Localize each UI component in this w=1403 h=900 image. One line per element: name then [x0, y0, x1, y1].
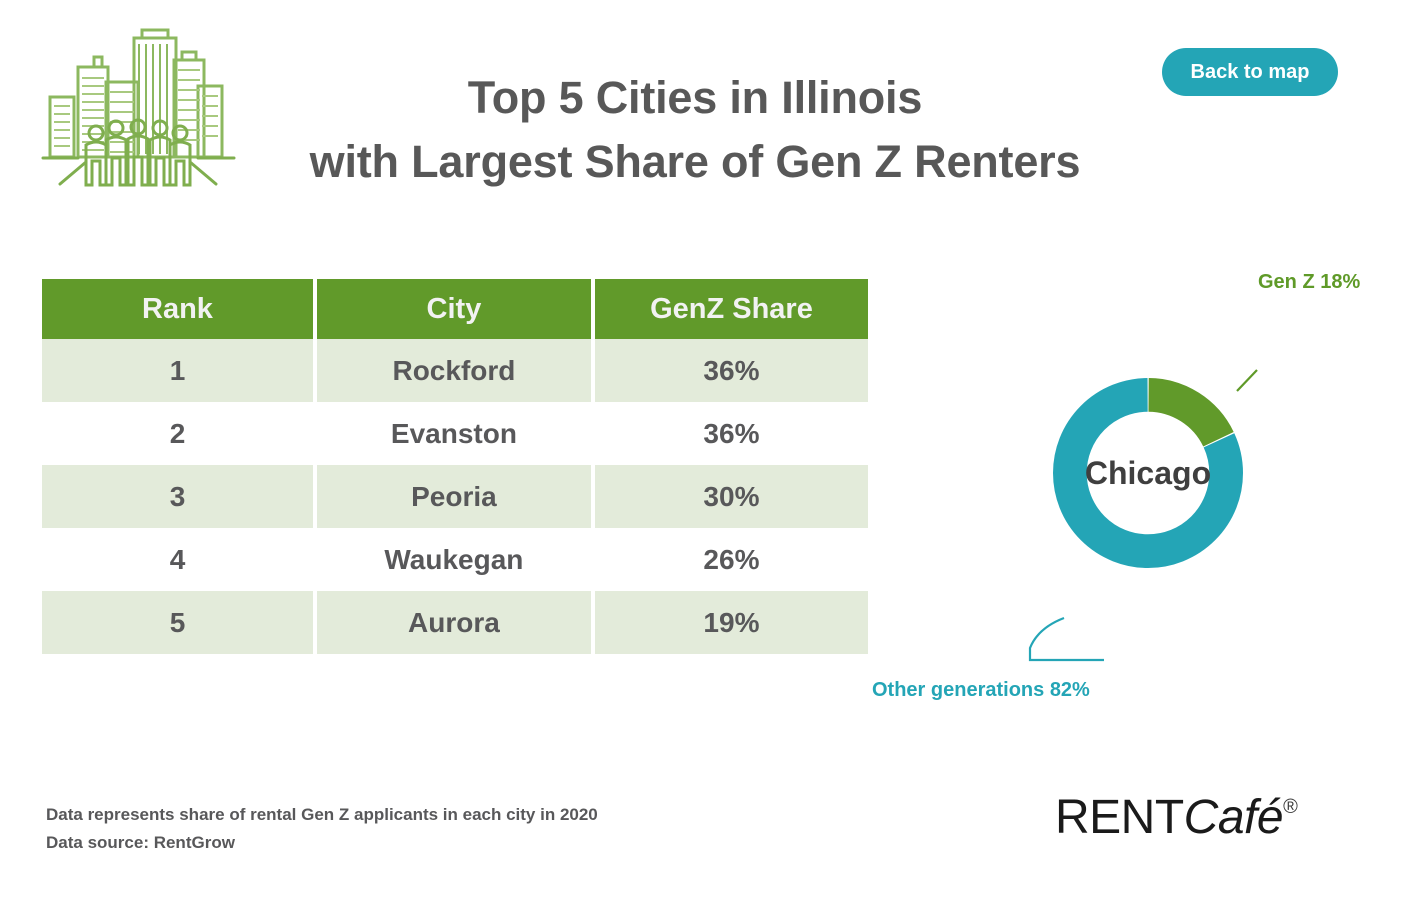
cell-rank: 3 — [42, 465, 313, 528]
donut-label-other: Other generations 82% — [872, 679, 1090, 701]
city-skyline-people-icon — [38, 24, 238, 192]
cell-city: Waukegan — [316, 528, 591, 591]
cell-share: 36% — [594, 339, 868, 402]
donut-center-label: Chicago — [1084, 455, 1212, 491]
table-header-row: Rank City GenZ Share — [42, 279, 868, 339]
cell-rank: 4 — [42, 528, 313, 591]
page-title-line-1: Top 5 Cities in Illinois — [467, 72, 923, 124]
cell-city: Peoria — [316, 465, 591, 528]
cell-rank: 1 — [42, 339, 313, 402]
page-title-line-2: with Largest Share of Gen Z Renters — [309, 136, 1081, 188]
footnote-line-2: Data source: RentGrow — [46, 833, 235, 853]
other-leader-line — [1028, 616, 1104, 662]
cell-city: Evanston — [316, 402, 591, 465]
page-title: Top 5 Cities in Illinois with Largest Sh… — [230, 66, 1160, 194]
genz-share-donut-chart — [868, 258, 1403, 718]
cell-city: Rockford — [316, 339, 591, 402]
rentcafe-logo-cafe: Café — [1183, 791, 1284, 844]
header: Top 5 Cities in Illinois with Largest Sh… — [0, 0, 1403, 200]
table-row: 4 Waukegan 26% — [42, 528, 868, 591]
donut-arc-other — [1053, 378, 1243, 568]
back-to-map-button[interactable]: Back to map — [1162, 48, 1338, 96]
cell-share: 19% — [594, 591, 868, 654]
column-header-share: GenZ Share — [594, 279, 868, 339]
donut-label-genz: Gen Z 18% — [1258, 271, 1361, 293]
table-row: 3 Peoria 30% — [42, 465, 868, 528]
footnote-line-1: Data represents share of rental Gen Z ap… — [46, 805, 598, 824]
table-row: 2 Evanston 36% — [42, 402, 868, 465]
cell-share: 26% — [594, 528, 868, 591]
rentcafe-logo-rent: RENT — [1055, 791, 1184, 844]
cell-share: 30% — [594, 465, 868, 528]
top-cities-table: Rank City GenZ Share 1 Rockford 36% 2 Ev… — [38, 279, 872, 654]
footnotes: Data represents share of rental Gen Z ap… — [46, 801, 598, 857]
genz-leader-line — [1236, 369, 1258, 392]
cell-rank: 5 — [42, 591, 313, 654]
cell-share: 36% — [594, 402, 868, 465]
registered-trademark-icon: ® — [1283, 796, 1298, 818]
column-header-rank: Rank — [42, 279, 313, 339]
table-row: 1 Rockford 36% — [42, 339, 868, 402]
table-row: 5 Aurora 19% — [42, 591, 868, 654]
column-header-city: City — [316, 279, 591, 339]
rentcafe-logo: RENTCafé® — [1055, 790, 1298, 845]
cell-rank: 2 — [42, 402, 313, 465]
cell-city: Aurora — [316, 591, 591, 654]
